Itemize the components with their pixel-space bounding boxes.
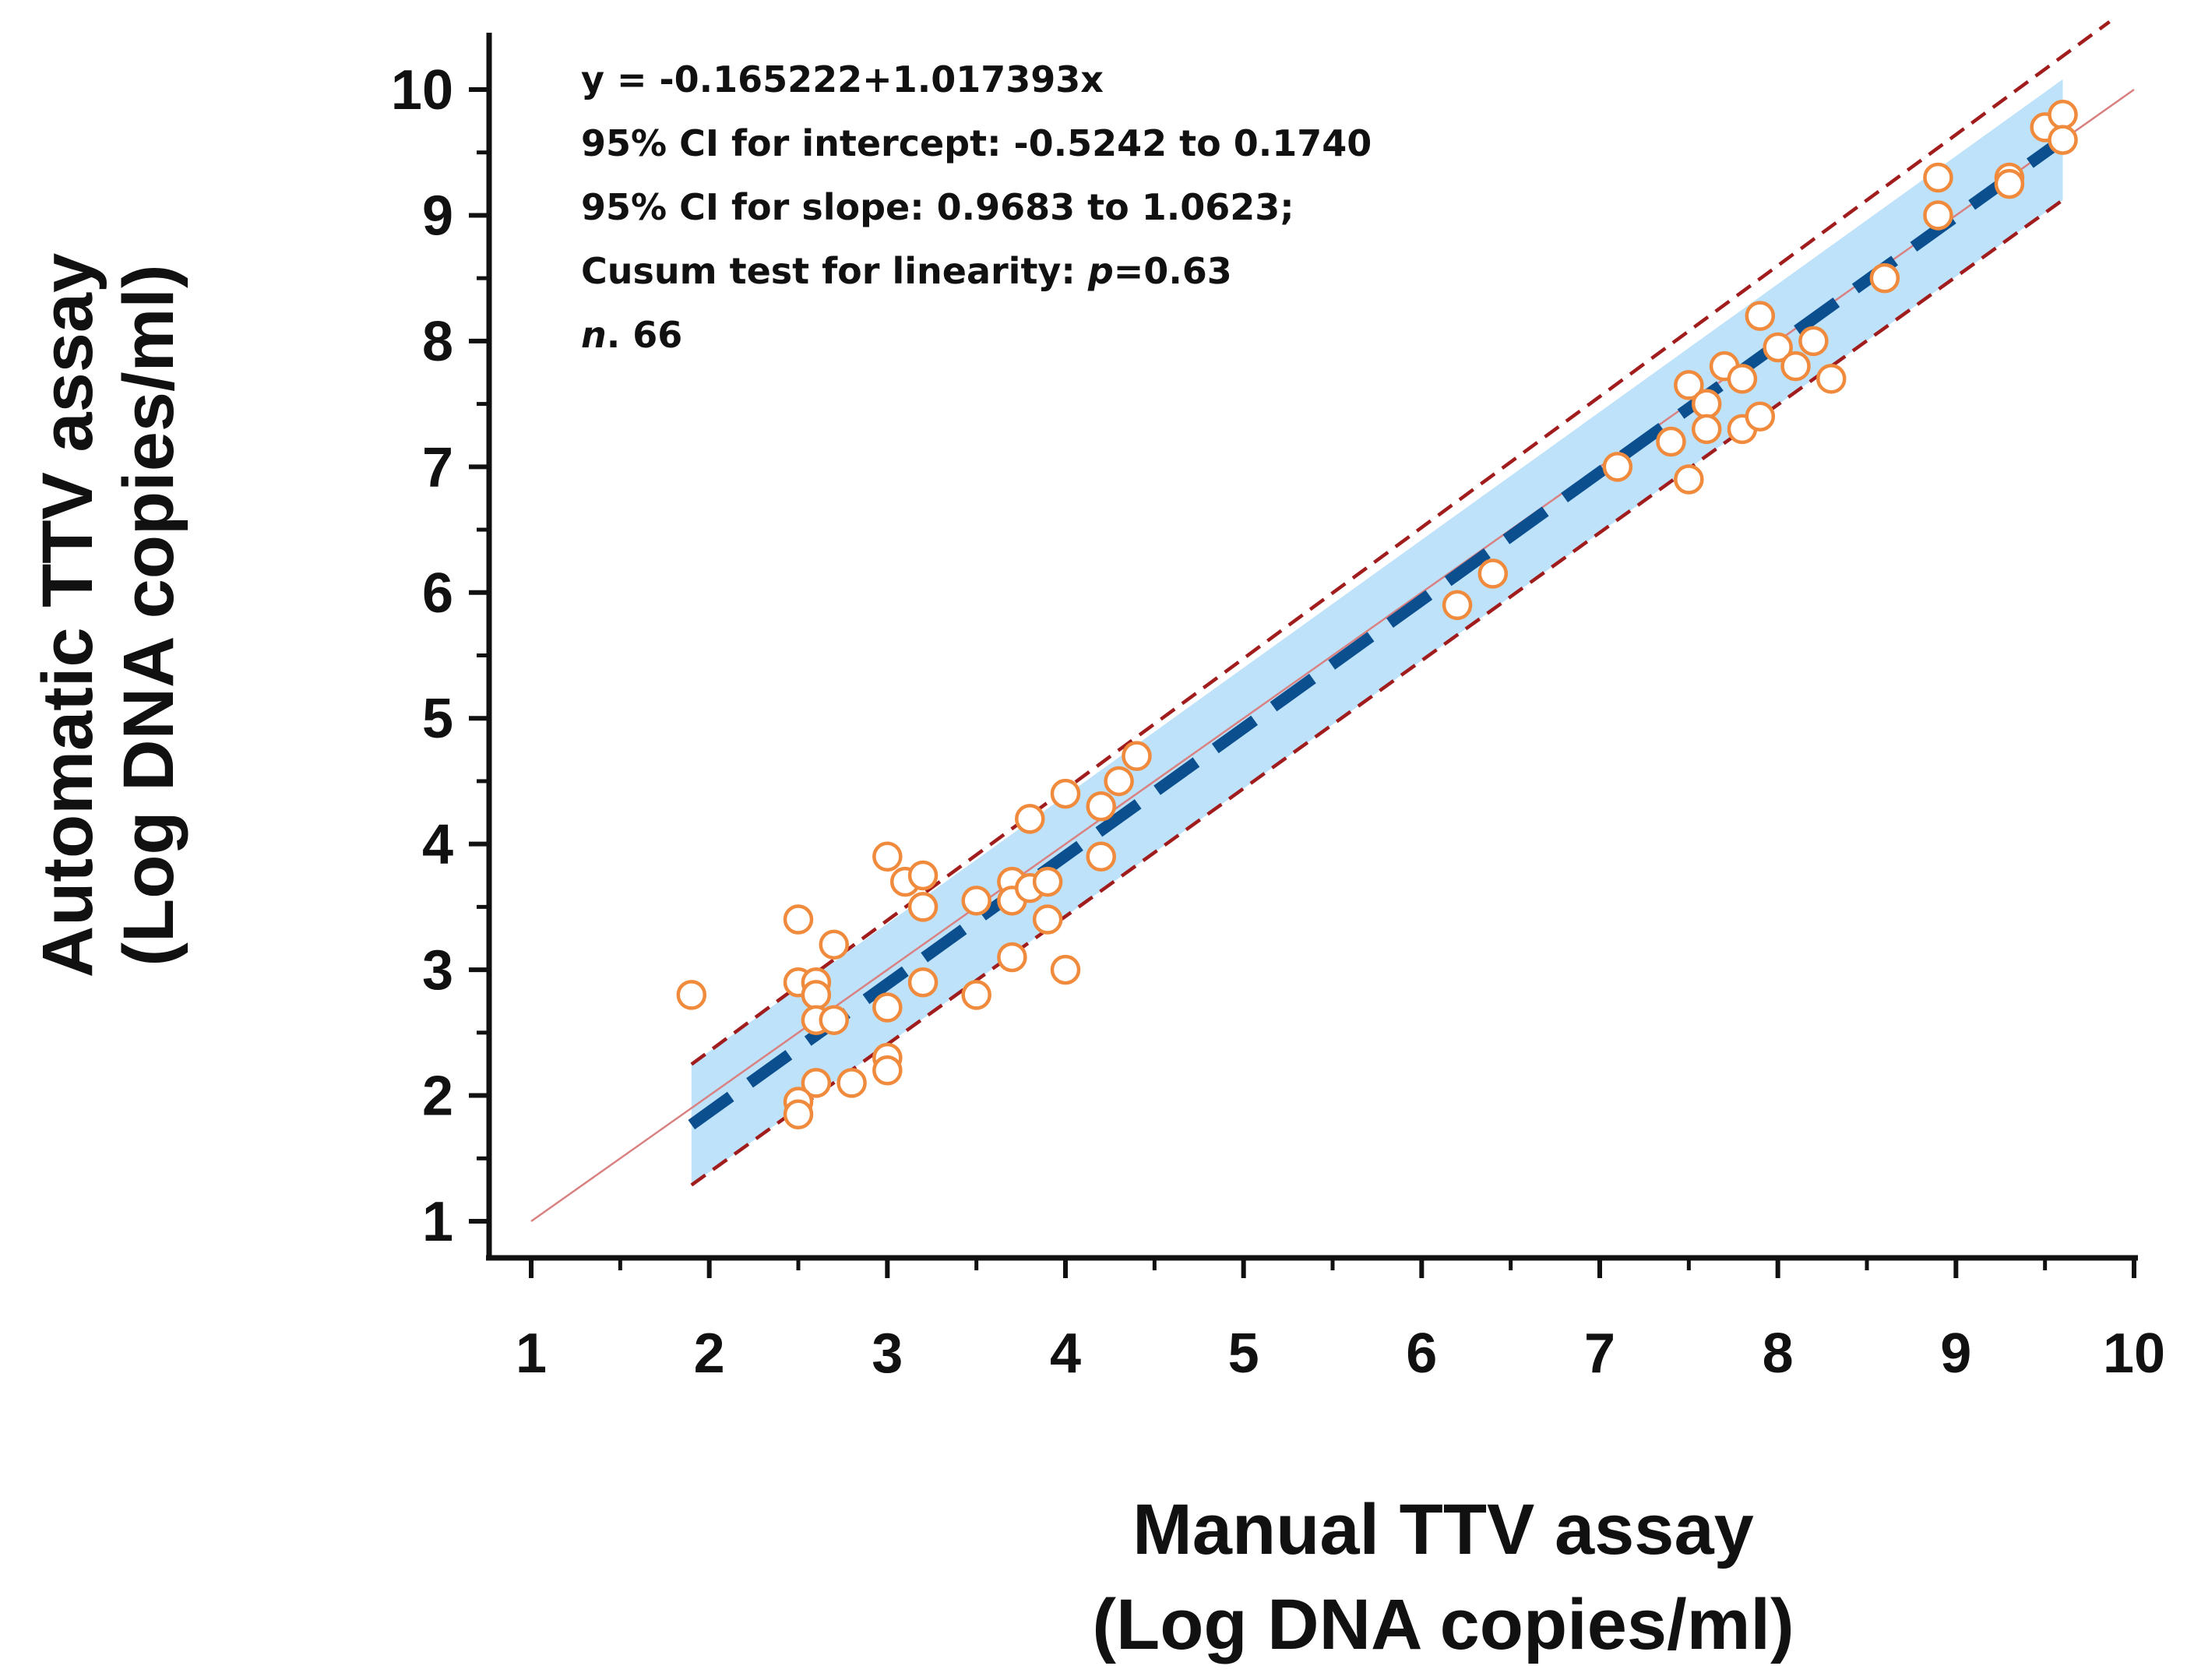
x-tick-label: 10: [2103, 1323, 2165, 1385]
x-axis-title: Manual TTV assay (Log DNA copies/ml): [1092, 1490, 1794, 1664]
data-point: [1691, 414, 1722, 445]
data-point: [1602, 452, 1633, 482]
data-point: [801, 980, 832, 1010]
data-point: [2048, 125, 2078, 155]
x-tick-label: 9: [1940, 1323, 1971, 1385]
x-axis-title-line-1: Manual TTV assay: [1132, 1490, 1754, 1569]
x-tick-label: 3: [872, 1323, 903, 1385]
data-point: [1104, 766, 1134, 797]
lower-ci-line: [690, 198, 2064, 1187]
data-point: [907, 892, 939, 922]
data-point: [1086, 841, 1116, 872]
y-tick-label: 7: [422, 436, 453, 498]
ticks-layer: 1 2 3 4 5 6 7 8 9 10 1 2 3 4 5 6 7 8 9 10: [391, 59, 2165, 1385]
data-point: [783, 1099, 814, 1130]
y-axis-title: Automatic TTV assay (Log DNA copies/ml): [28, 253, 188, 978]
annotation-cusum-p: p: [1087, 250, 1114, 292]
data-point: [1050, 954, 1081, 985]
data-point: [1780, 350, 1811, 382]
data-point: [801, 1068, 832, 1098]
regression-annotation: y = -0.165222+1.017393x 95% CI for inter…: [581, 58, 1372, 356]
data-point: [1032, 866, 1063, 897]
y-tick-label: 4: [422, 814, 453, 876]
y-tick-label: 2: [422, 1065, 453, 1128]
data-point: [1691, 389, 1722, 419]
data-point: [872, 841, 903, 872]
y-tick-label: 10: [391, 59, 453, 122]
data-point: [1923, 162, 1953, 193]
data-point: [1477, 558, 1509, 589]
data-point: [1656, 426, 1686, 457]
data-point: [961, 980, 991, 1010]
data-point: [872, 992, 903, 1023]
x-tick-label: 4: [1050, 1323, 1081, 1385]
data-point: [1763, 332, 1793, 363]
data-point: [1816, 364, 1847, 394]
data-point: [783, 904, 814, 935]
axes-layer: [486, 33, 2138, 1261]
annotation-n: n. 66: [581, 314, 682, 356]
annotation-cusum: Cusum test for linearity: p=0.63: [581, 250, 1232, 292]
data-point: [819, 929, 849, 960]
data-point: [2048, 100, 2078, 130]
y-tick-label: 3: [422, 939, 453, 1002]
data-point: [676, 980, 707, 1010]
data-point: [1745, 401, 1776, 432]
data-point: [1745, 301, 1776, 331]
data-point: [1032, 904, 1063, 935]
annotation-slope-ci: 95% CI for slope: 0.9683 to 1.0623;: [581, 186, 1294, 228]
annotation-cusum-prefix: Cusum test for linearity:: [581, 250, 1088, 292]
y-tick-label: 6: [422, 562, 453, 625]
data-point: [1674, 370, 1704, 400]
confidence-band: [691, 79, 2063, 1185]
reference-lines-layer: [530, 88, 2135, 1223]
data-point: [1442, 590, 1473, 621]
data-point: [1727, 364, 1758, 394]
annotation-intercept-ci: 95% CI for intercept: -0.5242 to 0.1740: [581, 122, 1372, 164]
upper-ci-line: [690, 20, 2111, 1066]
y-axis-title-line-1: Automatic TTV assay: [28, 253, 107, 978]
data-point: [1050, 778, 1081, 809]
data-point: [1674, 464, 1704, 495]
data-point: [1994, 168, 2025, 199]
x-tick-label: 2: [694, 1323, 725, 1385]
data-point: [961, 886, 991, 916]
y-tick-label: 8: [422, 311, 453, 373]
data-point: [1798, 326, 1829, 357]
data-point: [907, 860, 939, 891]
data-point: [1015, 804, 1045, 834]
data-point: [819, 1005, 849, 1035]
annotation-n-letter: n: [581, 314, 607, 356]
y-tick-label: 5: [422, 688, 453, 750]
x-axis-title-line-2: (Log DNA copies/ml): [1092, 1585, 1794, 1664]
data-point: [836, 1068, 867, 1098]
x-tick-label: 1: [516, 1323, 547, 1385]
data-point: [1122, 741, 1152, 771]
annotation-n-value: . 66: [607, 314, 683, 356]
data-point: [907, 967, 939, 998]
x-tick-label: 5: [1228, 1323, 1259, 1385]
x-tick-label: 8: [1763, 1323, 1794, 1385]
annotation-equation: y = -0.165222+1.017393x: [581, 58, 1104, 100]
data-point: [1923, 200, 1953, 231]
data-point: [997, 942, 1027, 973]
annotation-cusum-value: =0.63: [1114, 250, 1232, 292]
data-points-layer: [676, 100, 2078, 1130]
data-point: [1869, 262, 1900, 294]
data-point: [1086, 791, 1116, 822]
x-tick-label: 7: [1584, 1323, 1615, 1385]
x-tick-label: 6: [1406, 1323, 1437, 1385]
y-axis-title-line-2: (Log DNA copies/ml): [109, 264, 188, 966]
y-tick-label: 9: [422, 185, 453, 247]
data-point: [872, 1055, 903, 1086]
y-tick-label: 1: [422, 1191, 453, 1253]
regression-line: [688, 135, 2066, 1130]
